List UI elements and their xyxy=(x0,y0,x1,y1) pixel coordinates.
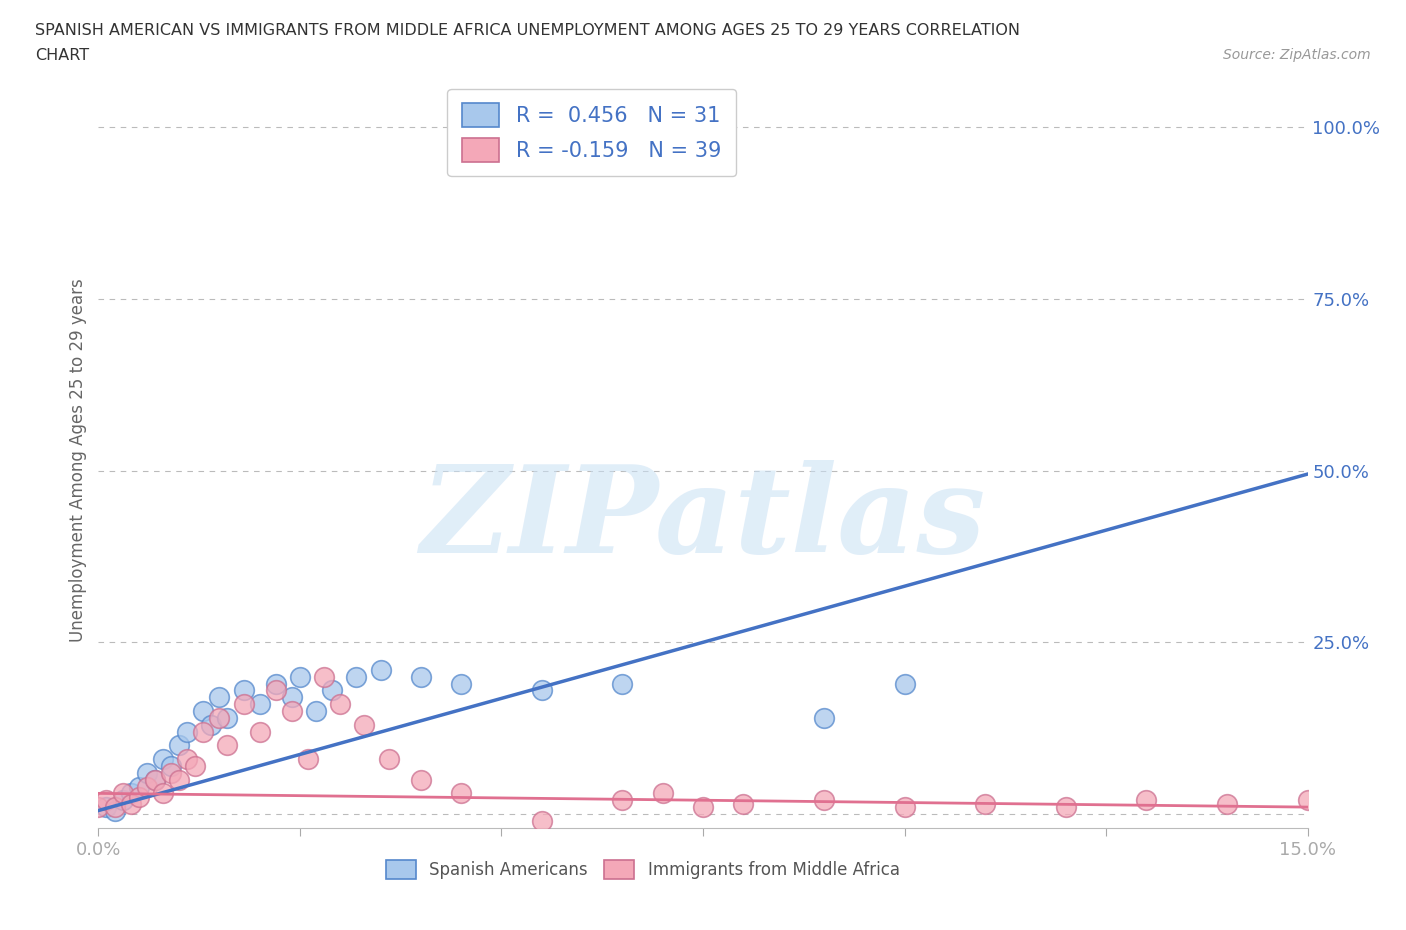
Point xyxy=(249,697,271,711)
Point xyxy=(200,717,222,732)
Point xyxy=(128,779,150,794)
Point xyxy=(1054,800,1077,815)
Point xyxy=(692,800,714,815)
Point xyxy=(321,683,343,698)
Point xyxy=(184,759,207,774)
Point xyxy=(353,717,375,732)
Point xyxy=(813,792,835,807)
Point xyxy=(530,683,553,698)
Point xyxy=(612,792,634,807)
Point xyxy=(135,765,157,780)
Point xyxy=(288,670,311,684)
Point xyxy=(152,751,174,766)
Point xyxy=(167,772,190,787)
Point xyxy=(377,751,399,766)
Text: CHART: CHART xyxy=(35,48,89,63)
Point xyxy=(1216,796,1239,811)
Point xyxy=(409,772,432,787)
Point xyxy=(264,683,287,698)
Point xyxy=(120,786,142,801)
Point xyxy=(370,662,392,677)
Point xyxy=(450,676,472,691)
Point xyxy=(651,786,673,801)
Text: SPANISH AMERICAN VS IMMIGRANTS FROM MIDDLE AFRICA UNEMPLOYMENT AMONG AGES 25 TO : SPANISH AMERICAN VS IMMIGRANTS FROM MIDD… xyxy=(35,23,1021,38)
Point xyxy=(733,796,755,811)
Point xyxy=(208,711,231,725)
Point xyxy=(409,670,432,684)
Point xyxy=(176,751,198,766)
Point xyxy=(103,800,125,815)
Point xyxy=(813,711,835,725)
Point xyxy=(893,800,915,815)
Point xyxy=(314,670,336,684)
Point xyxy=(281,703,304,718)
Point xyxy=(120,796,142,811)
Point xyxy=(530,814,553,829)
Point xyxy=(176,724,198,739)
Point xyxy=(974,796,997,811)
Point xyxy=(143,772,166,787)
Point xyxy=(305,703,328,718)
Point xyxy=(193,703,215,718)
Y-axis label: Unemployment Among Ages 25 to 29 years: Unemployment Among Ages 25 to 29 years xyxy=(69,278,87,643)
Point xyxy=(249,724,271,739)
Point xyxy=(217,737,239,752)
Point xyxy=(264,676,287,691)
Point xyxy=(344,670,367,684)
Point xyxy=(893,676,915,691)
Point xyxy=(193,724,215,739)
Point xyxy=(450,786,472,801)
Point xyxy=(329,697,352,711)
Point xyxy=(143,772,166,787)
Point xyxy=(111,792,134,807)
Point xyxy=(232,697,254,711)
Legend: Spanish Americans, Immigrants from Middle Africa: Spanish Americans, Immigrants from Middl… xyxy=(378,853,907,885)
Point xyxy=(111,786,134,801)
Point xyxy=(87,800,110,815)
Point xyxy=(208,690,231,705)
Text: ZIPatlas: ZIPatlas xyxy=(420,459,986,578)
Point xyxy=(281,690,304,705)
Text: Source: ZipAtlas.com: Source: ZipAtlas.com xyxy=(1223,48,1371,62)
Point xyxy=(297,751,319,766)
Point xyxy=(651,120,673,135)
Point xyxy=(135,779,157,794)
Point xyxy=(1296,792,1319,807)
Point xyxy=(96,792,118,807)
Point xyxy=(167,737,190,752)
Point xyxy=(160,759,183,774)
Point xyxy=(128,790,150,804)
Point xyxy=(160,765,183,780)
Point xyxy=(612,676,634,691)
Point xyxy=(232,683,254,698)
Point xyxy=(217,711,239,725)
Point xyxy=(152,786,174,801)
Point xyxy=(1135,792,1157,807)
Point xyxy=(103,804,125,818)
Point xyxy=(96,800,118,815)
